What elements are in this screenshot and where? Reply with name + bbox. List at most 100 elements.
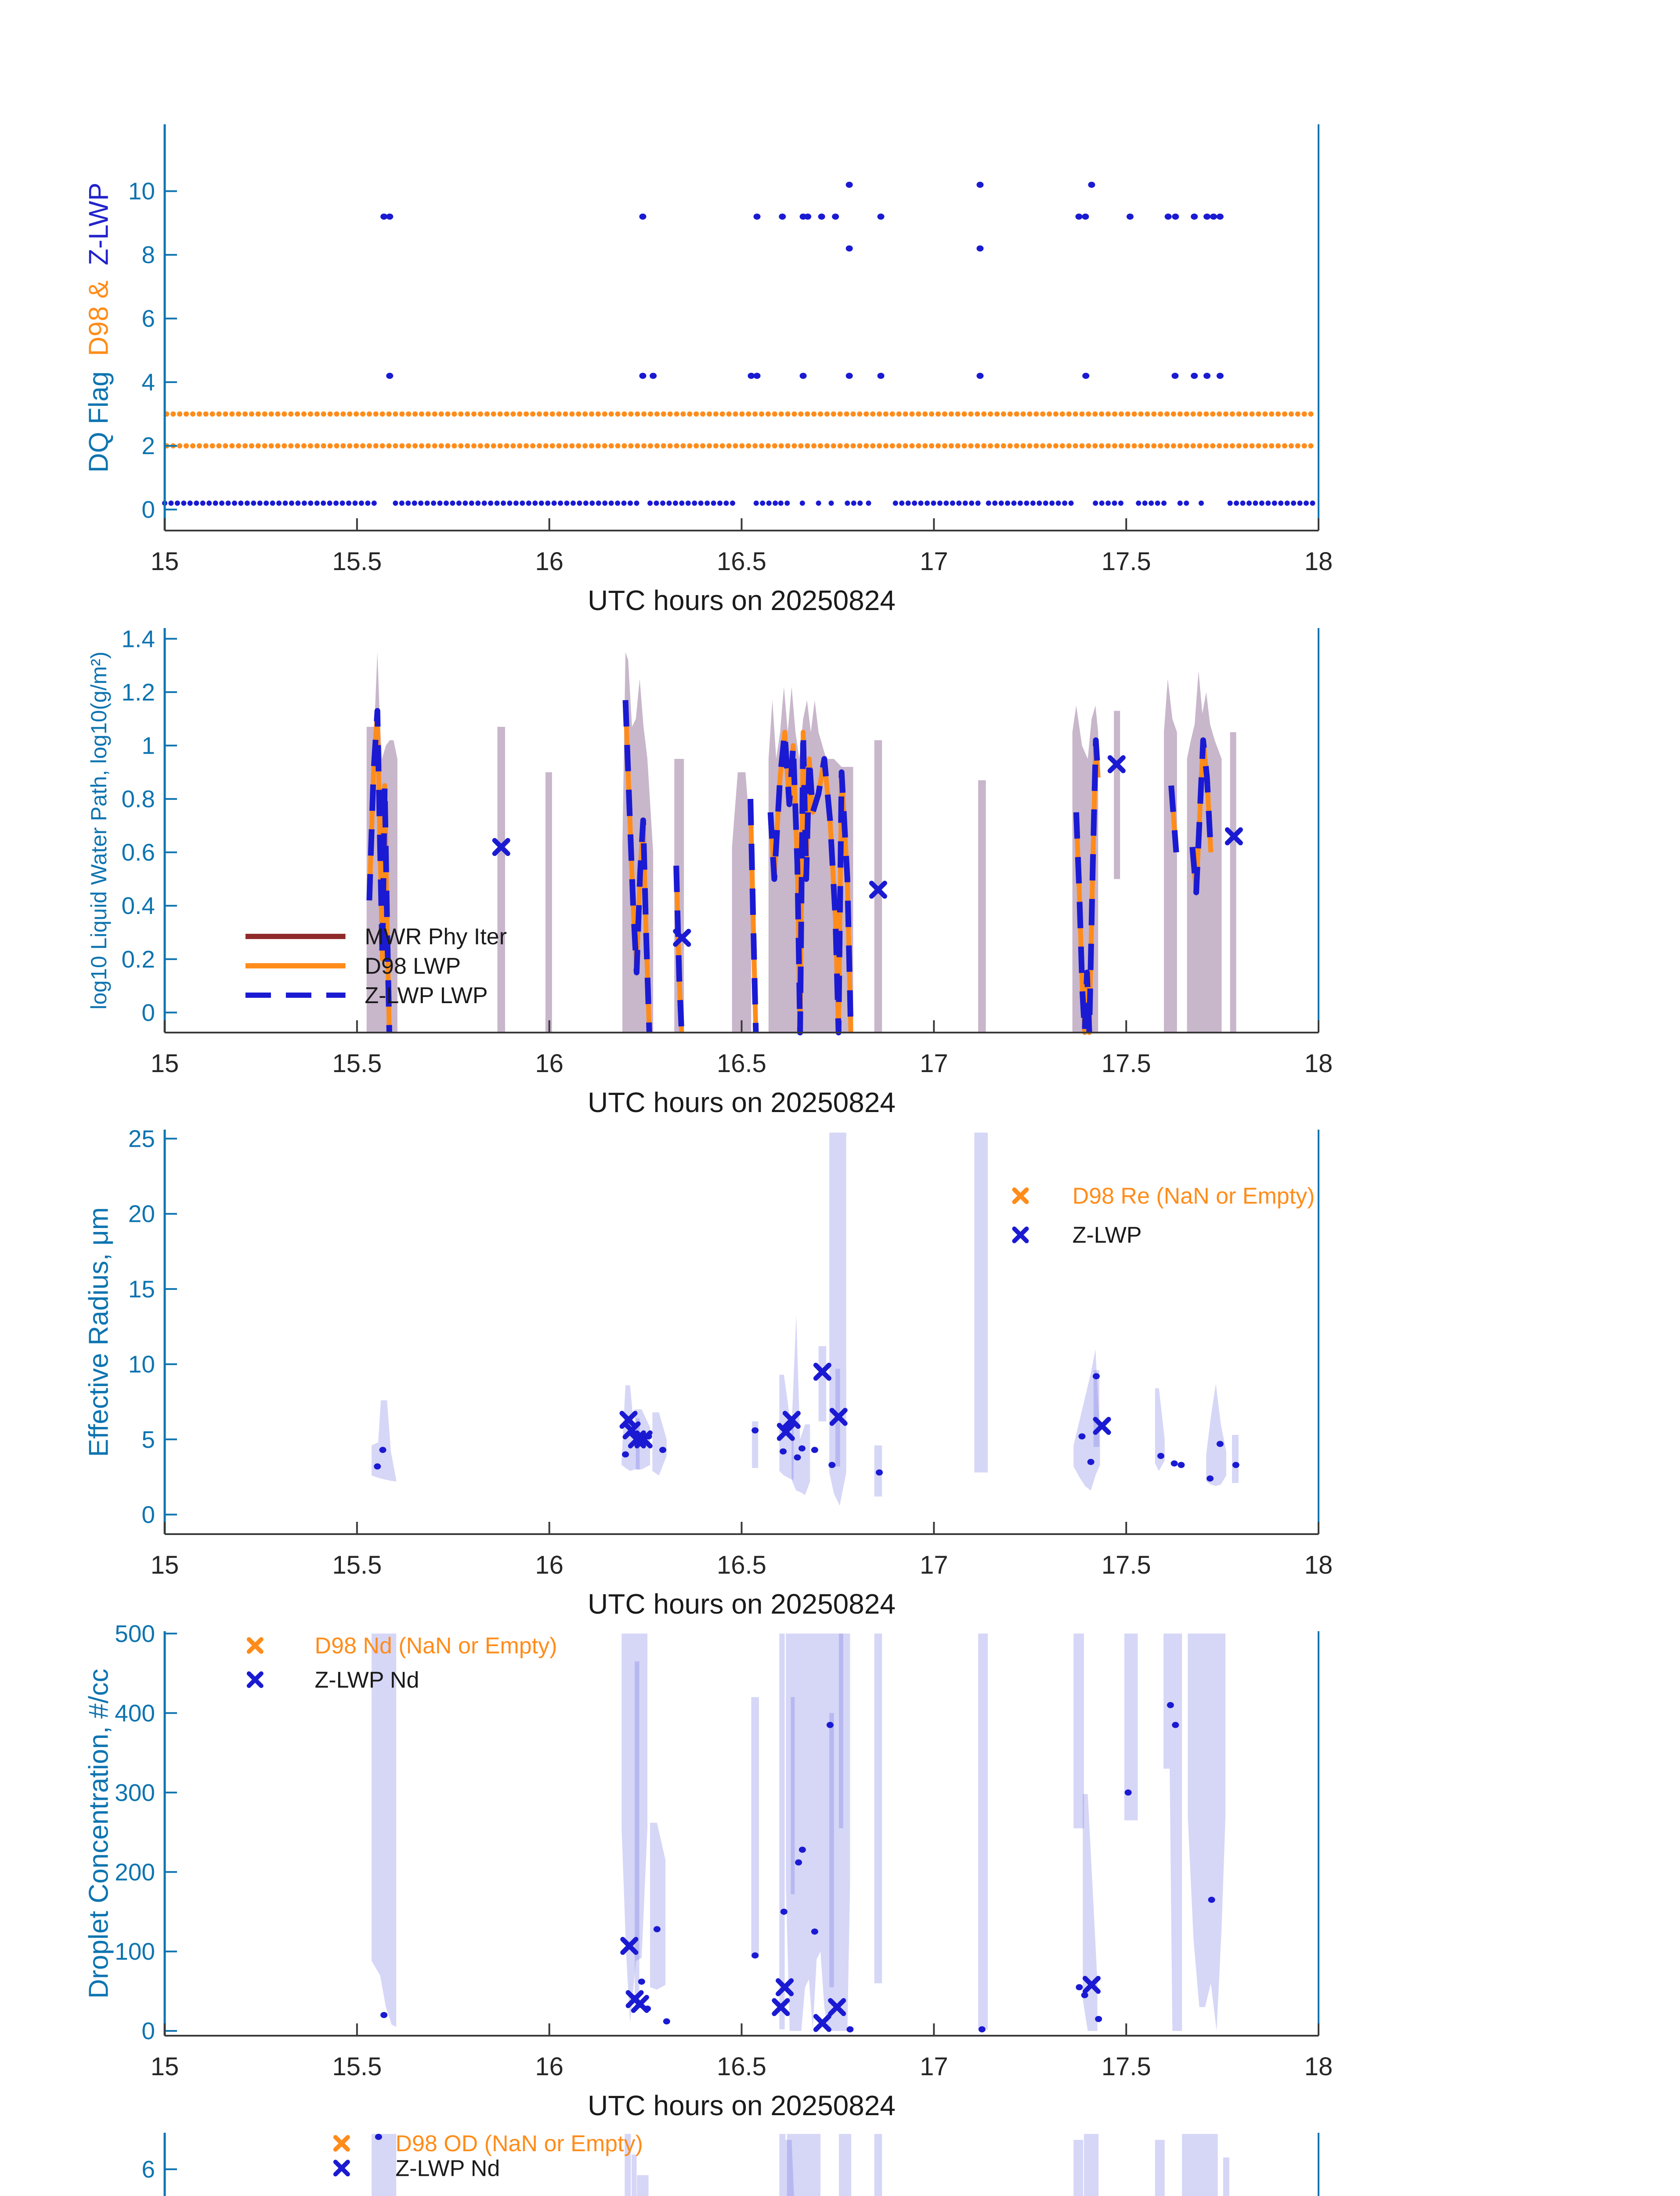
- x-tick-label: 15: [151, 1049, 179, 1078]
- ylabel-lwp: log10 Liquid Water Path, log10(g/m²): [87, 651, 111, 1010]
- uncertainty-band: [635, 1661, 639, 2006]
- uncertainty-band: [978, 1633, 988, 2030]
- legend-x-sample: [1012, 1226, 1029, 1243]
- x-tick-label: 16.5: [717, 1551, 766, 1579]
- zlwp-lwp-line: [1073, 737, 1101, 1036]
- data-dots: [374, 1373, 1239, 1482]
- uncertainty-band: [1163, 1633, 1182, 2031]
- uncertainty-band: [372, 1400, 397, 1482]
- x-markers: [619, 1362, 1111, 1448]
- x-tick-label: 16.5: [717, 1049, 766, 1078]
- y-tick-label: 300: [115, 1779, 155, 1806]
- y-tick-label: 100: [115, 1938, 155, 1965]
- legend-label: Z-LWP Nd: [395, 2156, 500, 2181]
- y-tick-label: 25: [128, 1125, 155, 1152]
- dq-dot-row: [162, 500, 1315, 506]
- legend: MWR Phy Iter D98 LWP Z-LWP LWP: [245, 924, 507, 1008]
- legend-x-sample: [246, 1637, 264, 1654]
- uncertainty-band: [1223, 2157, 1229, 2196]
- y-tick-label: 10: [128, 177, 155, 205]
- uncertainty-band: [1155, 1388, 1165, 1471]
- uncertainty-band: [839, 2134, 852, 2196]
- uncertainty-band: [779, 2134, 786, 2196]
- data-dots: [375, 2134, 382, 2140]
- legend: D98 OD (NaN or Empty)Z-LWP Nd: [333, 2131, 643, 2181]
- x-tick-label: 15.5: [332, 1551, 382, 1579]
- zlwp-lwp-line: [1168, 785, 1179, 853]
- dq-dot-row: [164, 411, 1314, 417]
- uncertainty-band: [800, 1424, 810, 1495]
- x-tick-label: 16: [535, 1551, 564, 1579]
- y-tick-label: 0.8: [122, 785, 155, 813]
- uncertainty-band: [978, 780, 986, 1033]
- subplot-droplet-concentration: D98 Nd (NaN or Empty) Z-LWP Nd 0 100 200 300 4…: [115, 1620, 1333, 2081]
- y-tick-label: 15: [128, 1275, 155, 1303]
- uncertainty-band: [1187, 671, 1222, 1033]
- legend-x-sample: [246, 1671, 264, 1688]
- subplot-effective-radius: D98 Re (NaN or Empty) Z-LWP 0 5 10 15 20 25 15 15…: [128, 1125, 1333, 1579]
- x-tick-label: 16.5: [717, 547, 766, 576]
- uncertainty-band: [621, 1633, 647, 2023]
- legend-label: D98 Re (NaN or Empty): [1073, 1184, 1315, 1209]
- ylabel-effective-radius: Effective Radius, μm: [83, 1207, 114, 1457]
- legend-label: Z-LWP: [1073, 1223, 1142, 1248]
- uncertainty-band: [1232, 1435, 1239, 1483]
- zlwp-lwp-line: [767, 729, 854, 1036]
- uncertainty-band: [785, 2140, 794, 2196]
- zlwp-lwp-line: [673, 865, 685, 1033]
- x-tick-label: 15.5: [332, 2052, 382, 2081]
- y-tick-label: 6: [141, 305, 155, 332]
- uncertainty-band: [974, 1132, 988, 1473]
- uncertainty-band: [829, 1713, 834, 1987]
- uncertainty-band: [1073, 2140, 1084, 2196]
- legend-label: MWR Phy Iter: [365, 924, 507, 950]
- legend-label: D98 LWP: [365, 954, 461, 979]
- uncertainty-band: [1230, 732, 1236, 1033]
- x-tick-label: 17.5: [1102, 1551, 1151, 1579]
- dq-dot-row: [164, 443, 1314, 449]
- x-tick-label: 15.5: [332, 1049, 382, 1078]
- xlabel-droplet-concentration: UTC hours on 20250824: [588, 2090, 896, 2121]
- y-tick-label: 400: [115, 1699, 155, 1726]
- x-tick-label: 18: [1304, 1551, 1333, 1579]
- legend-label: Z-LWP LWP: [365, 983, 488, 1008]
- y-tick-label: 500: [115, 1620, 155, 1647]
- x-tick-label: 17: [920, 1551, 948, 1579]
- uncertainty-band: [791, 1697, 795, 1894]
- uncertainty-band: [818, 1346, 827, 1422]
- y-tick-label: 0: [141, 1501, 155, 1528]
- uncertainty-band: [732, 772, 751, 1033]
- uncertainty-band: [1124, 1633, 1138, 1820]
- y-tick-label: 2: [141, 432, 155, 459]
- legend-label: Z-LWP Nd: [315, 1667, 419, 1693]
- x-tick-label: 16.5: [717, 2052, 766, 2081]
- uncertainty-band: [751, 1697, 759, 1958]
- uncertainty-band: [874, 1633, 882, 1983]
- y-tick-label: 6: [141, 2156, 155, 2183]
- x-tick-label: 18: [1304, 1049, 1333, 1078]
- ylabel-d98-part: D98 &: [83, 272, 114, 364]
- axes-dq-flag: 0 2 4 6 8 10 15 15.5 16 16.5 17 17.5 18: [128, 124, 1333, 576]
- uncertainty-band: [1155, 2140, 1165, 2196]
- zlwp-lwp-line: [622, 700, 652, 1033]
- xlabel-dq-flag: UTC hours on 20250824: [588, 585, 896, 616]
- uncertainty-band: [545, 772, 552, 1033]
- uncertainty-band: [372, 1633, 397, 2027]
- x-tick-label: 17.5: [1102, 547, 1151, 576]
- zlwp-lwp-line: [1189, 737, 1214, 896]
- subplot-dq-flag: 0 2 4 6 8 10 15 15.5 16 16.5 17 17.5 18: [128, 124, 1333, 576]
- x-tick-label: 17.5: [1102, 1049, 1151, 1078]
- x-tick-label: 18: [1304, 547, 1333, 576]
- uncertainty-band: [791, 1315, 800, 1492]
- subplot-lwp: MWR Phy Iter D98 LWP Z-LWP LWP 0 0.2 0.4 0.6 0.…: [122, 625, 1333, 1078]
- x-tick-label: 15.5: [332, 547, 382, 576]
- y-tick-label: 0: [141, 496, 155, 523]
- y-tick-label: 8: [141, 241, 155, 268]
- uncertainty-band: [874, 2134, 882, 2196]
- y-tick-label: 5: [141, 1426, 155, 1453]
- x-tick-label: 18: [1304, 2052, 1333, 2081]
- ylabel-dq-flag: DQ Flag D98 & Z-LWP: [83, 182, 115, 472]
- x-tick-label: 16: [535, 2052, 564, 2081]
- uncertainty-band: [1093, 1370, 1099, 1447]
